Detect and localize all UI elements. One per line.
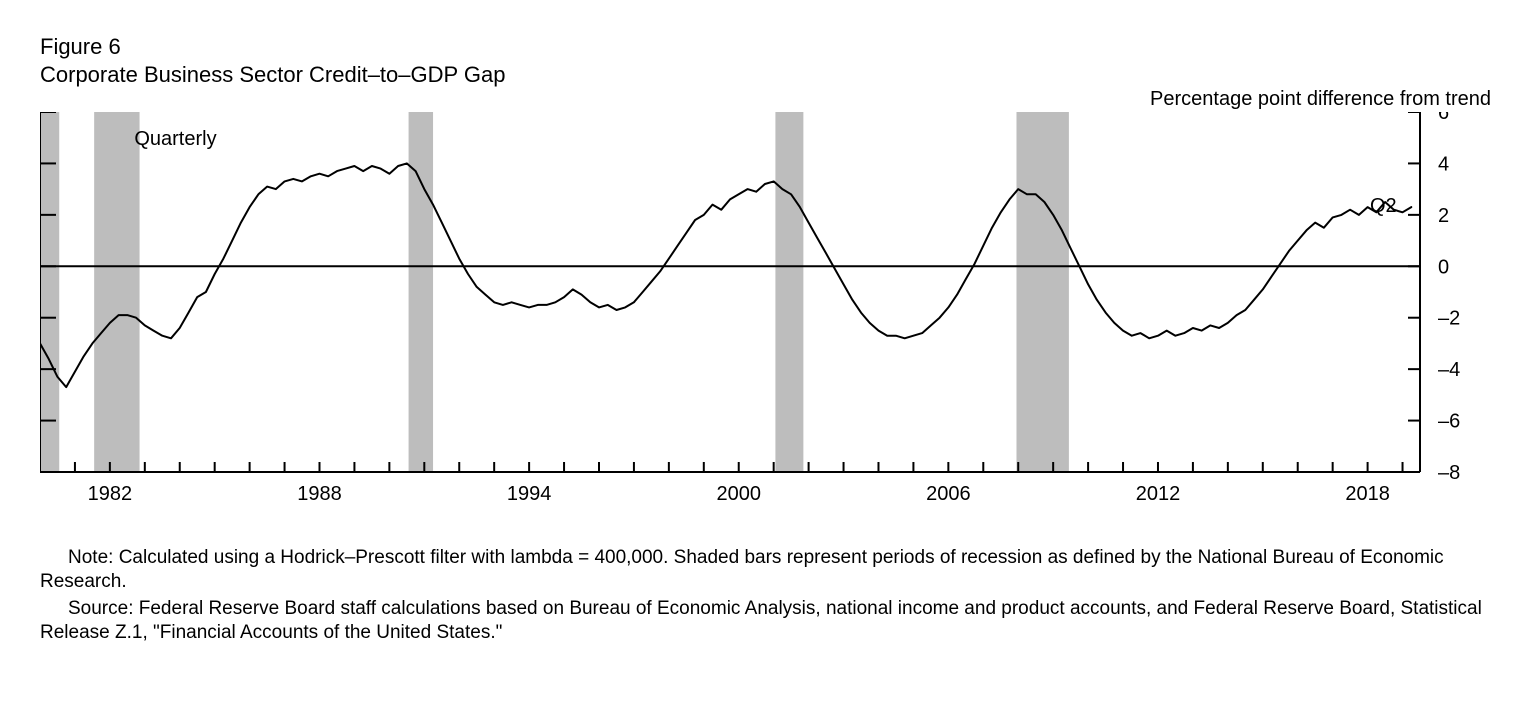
note-text: Note: Calculated using a Hodrick–Prescot… (40, 546, 1491, 595)
figure-notes: Note: Calculated using a Hodrick–Prescot… (40, 546, 1491, 645)
svg-text:–2: –2 (1438, 308, 1460, 330)
svg-text:2: 2 (1438, 205, 1449, 227)
svg-text:6: 6 (1438, 112, 1449, 124)
svg-text:–6: –6 (1438, 411, 1460, 433)
figure-title: Corporate Business Sector Credit–to–GDP … (40, 62, 1491, 88)
svg-text:2006: 2006 (926, 483, 971, 505)
svg-text:2018: 2018 (1345, 483, 1390, 505)
svg-text:–4: –4 (1438, 359, 1460, 381)
svg-text:1988: 1988 (297, 483, 342, 505)
series-end-label: Q2 (1370, 195, 1397, 218)
chart-container: Percentage point difference from trend –… (40, 112, 1491, 532)
svg-text:–8: –8 (1438, 462, 1460, 484)
credit-gdp-gap-chart: –8 –6 –4 –2 0 2 4 6 1982 1988 1994 2000 2006 2012 2018 (40, 112, 1480, 532)
source-text: Source: Federal Reserve Board staff calc… (40, 597, 1491, 646)
frequency-label: Quarterly (134, 128, 216, 151)
svg-text:4: 4 (1438, 153, 1449, 175)
svg-text:2000: 2000 (716, 483, 761, 505)
figure-label: Figure 6 (40, 34, 1491, 60)
svg-text:0: 0 (1438, 256, 1449, 278)
svg-text:2012: 2012 (1136, 483, 1181, 505)
svg-text:1982: 1982 (88, 483, 132, 505)
svg-text:1994: 1994 (507, 483, 552, 505)
y-axis-title: Percentage point difference from trend (1150, 88, 1491, 111)
